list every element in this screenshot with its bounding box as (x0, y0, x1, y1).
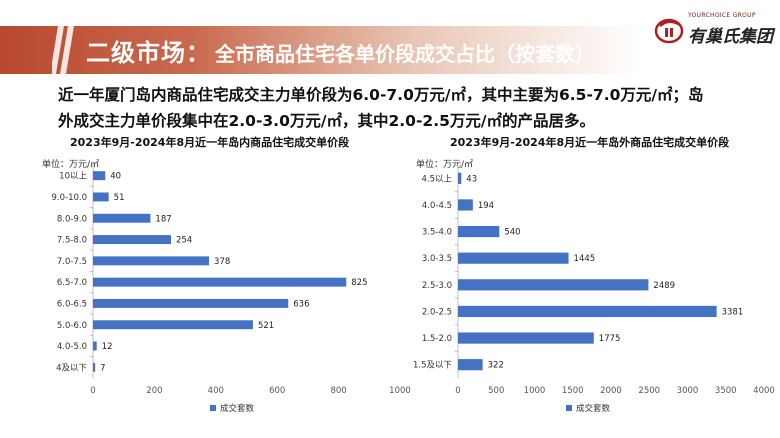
chart-title-outer: 2023年9月-2024年8月近一年岛外商品住宅成交单价段 (450, 136, 730, 149)
x-tick-label: 1000 (389, 386, 411, 396)
page-title: 二级市场： 全市商品住宅各单价段成交占比（按套数） (86, 33, 595, 67)
x-tick-label: 0 (455, 386, 460, 396)
category-label: 6.0-6.5 (57, 299, 87, 309)
bar (93, 256, 210, 266)
title-sub: 全市商品住宅各单价段成交占比（按套数） (215, 42, 595, 66)
bar (93, 171, 106, 181)
x-tick-label: 500 (488, 386, 504, 396)
bar (93, 277, 347, 287)
category-label: 10以上 (59, 172, 87, 182)
category-label: 6.5-7.0 (57, 278, 87, 288)
data-label: 322 (488, 361, 504, 371)
summary-line-1: 近一年厦门岛内商品住宅成交主力单价段为6.0-7.0万元/㎡，其中主要为6.5-… (58, 86, 704, 104)
data-label: 3381 (722, 307, 744, 317)
x-tick-label: 1000 (524, 386, 546, 396)
unit-label-outer: 单位：万元/㎡ (416, 160, 474, 170)
data-label: 187 (155, 214, 171, 224)
x-tick-label: 4000 (753, 386, 775, 396)
category-label: 4.5以上 (421, 174, 452, 184)
bar (93, 320, 253, 330)
bar (458, 279, 649, 291)
x-tick-label: 400 (208, 386, 224, 396)
summary-text: 近一年厦门岛内商品住宅成交主力单价段为6.0-7.0万元/㎡，其中主要为6.5-… (58, 82, 758, 134)
bar (458, 172, 462, 184)
x-tick-label: 3500 (715, 386, 737, 396)
data-label: 254 (176, 236, 192, 246)
legend-swatch (566, 405, 572, 411)
data-label: 1775 (599, 334, 621, 344)
legend-swatch (210, 405, 216, 411)
x-tick-label: 2000 (600, 386, 622, 396)
x-tick-label: 2500 (638, 386, 660, 396)
logo-mark-icon (654, 18, 684, 44)
category-label: 2.5-3.0 (422, 281, 452, 291)
x-tick-label: 600 (269, 386, 285, 396)
title-main: 二级市场： (86, 39, 211, 67)
data-label: 12 (102, 342, 113, 352)
summary-line-2: 外成交主力单价段集中在2.0-3.0万元/㎡，其中2.0-2.5万元/㎡的产品居… (58, 112, 596, 130)
logo-english: YOURCHOICE GROUP (688, 12, 756, 19)
category-label: 3.0-3.5 (422, 254, 452, 264)
chart-title-island: 2023年9月-2024年8月近一年岛内商品住宅成交单价段 (70, 136, 350, 149)
category-label: 1.5-2.0 (422, 334, 452, 344)
data-label: 825 (351, 278, 367, 288)
category-label: 8.0-9.0 (57, 214, 87, 224)
bar (93, 235, 171, 245)
legend-label: 成交套数 (576, 403, 611, 414)
category-label: 1.5及以下 (413, 361, 453, 371)
unit-label-island: 单位：万元/㎡ (42, 160, 100, 170)
logo-chinese: 有巢氏集团 (688, 27, 773, 47)
x-tick-label: 0 (90, 386, 95, 396)
x-tick-label: 200 (146, 386, 162, 396)
legend-label: 成交套数 (220, 403, 255, 414)
x-tick-label: 800 (330, 386, 346, 396)
category-label: 7.0-7.5 (57, 257, 87, 267)
bar (93, 213, 151, 223)
x-tick-label: 1500 (562, 386, 584, 396)
bar (458, 305, 717, 318)
data-label: 540 (504, 228, 520, 238)
bar (458, 225, 500, 238)
data-label: 521 (258, 321, 274, 331)
company-logo: YOURCHOICE GROUP 有巢氏集团 (654, 12, 773, 47)
category-label: 4.0-5.0 (57, 342, 87, 352)
data-label: 51 (114, 193, 125, 203)
category-label: 5.0-6.0 (57, 321, 87, 331)
category-label: 3.5-4.0 (422, 228, 452, 238)
data-label: 1445 (574, 254, 596, 264)
bar (93, 341, 97, 351)
category-label: 4.0-4.5 (422, 201, 452, 211)
header-stripes-decoration (52, 26, 74, 74)
bar (93, 298, 289, 308)
data-label: 636 (293, 299, 309, 309)
data-label: 378 (214, 257, 230, 267)
bar (458, 359, 483, 371)
bar (93, 362, 96, 372)
bar (458, 332, 594, 344)
data-label: 7 (100, 363, 105, 373)
data-label: 40 (110, 172, 121, 182)
category-label: 9.0-10.0 (51, 193, 87, 203)
bar (458, 199, 473, 211)
bar (458, 252, 569, 264)
data-label: 194 (478, 201, 494, 211)
header-band (0, 26, 640, 74)
category-label: 4及以下 (56, 363, 87, 373)
category-label: 2.0-2.5 (422, 307, 452, 317)
category-label: 7.5-8.0 (57, 236, 87, 246)
data-label: 43 (466, 174, 477, 184)
bar (93, 192, 109, 202)
data-label: 2489 (653, 281, 675, 291)
x-tick-label: 3000 (677, 386, 699, 396)
